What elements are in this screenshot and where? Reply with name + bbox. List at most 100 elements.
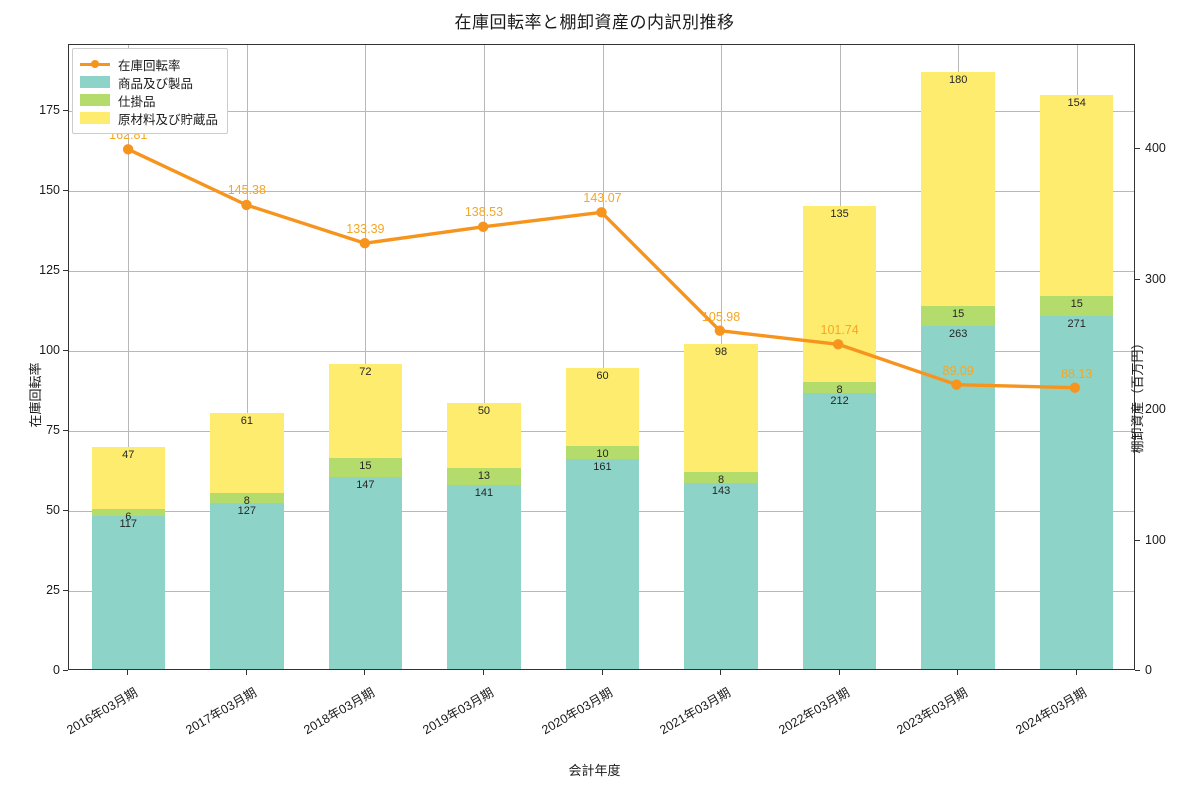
y-axis-right-tick-label: 200: [1145, 402, 1166, 417]
legend-color-swatch-icon: [80, 94, 110, 106]
bar-segment[interactable]: 271: [1039, 315, 1114, 669]
bar-segment[interactable]: 143: [684, 482, 758, 669]
y-axis-left-tick-mark: [63, 670, 68, 671]
y-axis-left-tick-label: 25: [46, 582, 60, 597]
legend-color-swatch-icon: [80, 112, 110, 124]
line-series-layer: [69, 45, 1134, 669]
bar-stack[interactable]: 212 8 135: [802, 206, 877, 669]
turnover-point-label: 89.09: [942, 363, 974, 378]
bar-segment[interactable]: 98: [684, 344, 758, 473]
turnover-data-point[interactable]: [832, 339, 844, 350]
legend-item-label: 在庫回転率: [118, 58, 181, 73]
bar-stack[interactable]: 263 15 180: [921, 71, 995, 669]
x-axis-tick-label: 2018年03月期: [301, 685, 378, 738]
legend-item-label: 商品及び製品: [118, 76, 194, 91]
bar-segment[interactable]: 161: [565, 459, 640, 669]
gridline-vertical: [483, 45, 485, 669]
bar-stack[interactable]: 147 15 72: [328, 363, 403, 669]
turnover-point-label: 133.39: [346, 221, 385, 236]
legend-item[interactable]: 在庫回転率: [80, 55, 218, 73]
turnover-point-label: 138.53: [464, 205, 504, 220]
bar-stack[interactable]: 271 15 154: [1039, 95, 1114, 669]
x-axis-tick-label: 2019年03月期: [420, 685, 496, 738]
y-axis-right-tick-label: 0: [1145, 663, 1152, 677]
turnover-point-label: 143.07: [583, 190, 622, 205]
turnover-point-label: 105.98: [701, 309, 741, 324]
x-axis-tick-mark: [482, 670, 484, 675]
turnover-data-point[interactable]: [714, 325, 726, 336]
legend-item[interactable]: 商品及び製品: [80, 73, 218, 91]
bar-stack[interactable]: 143 8 98: [684, 344, 758, 669]
y-axis-left-tick-mark: [63, 109, 68, 111]
y-axis-right-tick-mark: [1135, 148, 1140, 150]
y-axis-left-tick-label: 150: [39, 182, 60, 197]
bar-stack[interactable]: 141 13 50: [447, 402, 521, 669]
y-axis-left-tick-label: 0: [53, 663, 60, 677]
x-axis-tick-label: 2021年03月期: [657, 685, 734, 738]
x-axis-tick-label: 2022年03月期: [776, 685, 852, 738]
turnover-data-point[interactable]: [596, 207, 607, 218]
bar-segment[interactable]: 127: [210, 503, 284, 669]
turnover-point-label: 145.38: [227, 183, 266, 198]
bar-segment[interactable]: 60: [565, 367, 640, 446]
x-axis-tick-label: 2024年03月期: [1013, 685, 1089, 738]
turnover-data-point[interactable]: [1069, 382, 1081, 393]
gridline-vertical: [128, 45, 130, 669]
bar-stack[interactable]: 117 6 47: [91, 447, 166, 669]
y-axis-left-tick-mark: [63, 269, 68, 271]
bar-stack[interactable]: 127 8 61: [210, 413, 284, 669]
y-axis-left-tick-label: 175: [39, 102, 60, 117]
legend-item-label: 仕掛品: [118, 94, 156, 109]
y-axis-left-title: 在庫回転率: [28, 361, 44, 428]
inventory-turnover-line: [122, 144, 1081, 393]
y-axis-right-tick-label: 400: [1145, 141, 1166, 156]
legend-item[interactable]: 仕掛品: [80, 91, 218, 109]
turnover-point-label: 101.74: [820, 323, 859, 338]
legend-color-swatch-icon: [80, 76, 110, 88]
bar-segment[interactable]: 212: [802, 392, 877, 669]
turnover-point-label: 88.13: [1061, 366, 1093, 381]
gridline-horizontal: [69, 190, 1134, 192]
legend-line-marker-icon: [80, 58, 110, 70]
bar-segment[interactable]: 154: [1039, 95, 1114, 297]
x-axis-tick-label: 2023年03月期: [894, 685, 971, 738]
gridline-vertical: [246, 45, 248, 669]
y-axis-right-tick-label: 300: [1145, 271, 1166, 286]
turnover-data-point[interactable]: [951, 379, 962, 390]
turnover-data-point[interactable]: [122, 144, 134, 155]
legend-item[interactable]: 原材料及び貯蔵品: [80, 109, 218, 127]
page-title: 在庫回転率と棚卸資産の内訳別推移: [454, 13, 735, 32]
x-axis-tick-mark: [127, 670, 129, 675]
y-axis-right-title: 棚卸資産（百万円）: [1129, 335, 1145, 454]
legend-item-label: 原材料及び貯蔵品: [118, 112, 219, 127]
y-axis-left-tick-label: 50: [46, 502, 60, 517]
turnover-data-point[interactable]: [241, 199, 252, 211]
y-axis-right-tick-mark: [1135, 670, 1140, 671]
y-axis-left-tick-mark: [63, 589, 68, 591]
x-axis-tick-mark: [245, 670, 247, 675]
y-axis-left-tick-mark: [63, 509, 68, 511]
y-axis-right-tick-mark: [1135, 278, 1140, 280]
chart-legend: 在庫回転率商品及び製品 仕掛品原材料及び貯蔵品: [72, 48, 229, 134]
turnover-data-point[interactable]: [359, 238, 371, 249]
x-axis-tick-mark: [838, 670, 840, 675]
x-axis-tick-mark: [957, 670, 959, 675]
x-axis-title: 会計年度: [568, 763, 621, 778]
gridline-horizontal: [69, 350, 1134, 352]
bar-stack[interactable]: 161 10 60: [565, 367, 640, 669]
y-axis-right-tick-mark: [1135, 409, 1140, 411]
turnover-data-point[interactable]: [477, 221, 489, 233]
y-axis-right-tick-label: 100: [1145, 532, 1166, 547]
point-labels-layer: 162.81 145.38 133.39 138.53 143.07 105.98 101.…: [69, 45, 1134, 669]
y-axis-left-tick-label: 125: [39, 262, 60, 277]
x-axis-tick-label: 2020年03月期: [538, 685, 615, 738]
gridline-vertical: [602, 45, 604, 669]
x-axis-tick-mark: [601, 670, 603, 675]
y-axis-left-tick-mark: [63, 349, 68, 351]
x-axis-tick-label: 2017年03月期: [183, 685, 259, 738]
gridline-vertical: [365, 45, 367, 669]
bar-segment[interactable]: 141: [447, 485, 521, 669]
bar-segment[interactable]: 117: [91, 516, 166, 669]
bars-layer: 117 6 47 127 8 61 147 15 72 141 13 50 161 10 60 143 8 98 2…: [69, 45, 1134, 669]
